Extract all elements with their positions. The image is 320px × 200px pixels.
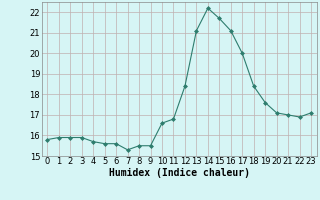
X-axis label: Humidex (Indice chaleur): Humidex (Indice chaleur)	[109, 168, 250, 178]
